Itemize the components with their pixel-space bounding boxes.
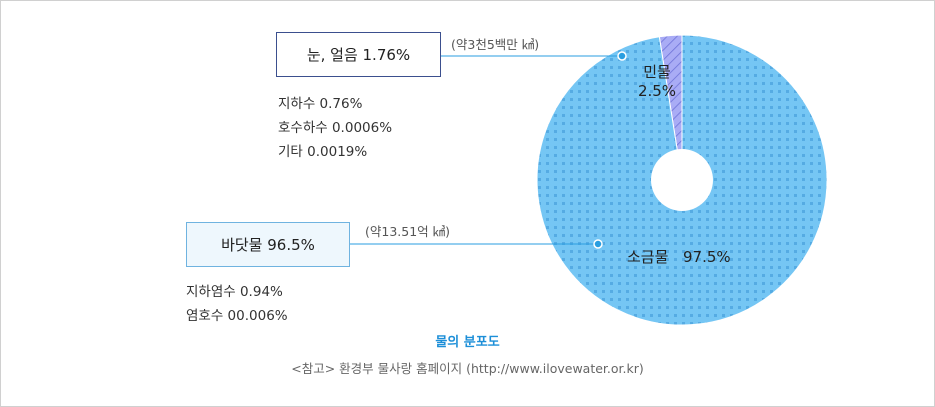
chart-source: <참고> 환경부 물사랑 홈페이지 (http://www.ilovewater… [291,361,644,376]
fresh-slice-value: 2.5% [638,82,676,100]
freshwater-item: 호수하수 0.0006% [278,120,393,136]
freshwater-breakdown-list: 지하수 0.76% 호수하수 0.0006% 기타 0.0019% [278,92,392,164]
salt-slice-label: 소금물 [627,248,668,266]
saltwater-breakdown-list: 지하염수 0.94% 염호수 00.006% [186,280,288,328]
saltwater-headline-box: 바닷물 96.5% [186,222,350,267]
fresh-slice-label: 민물 [643,63,671,81]
saltwater-amount-note: (약13.51억 ㎦) [365,224,451,239]
freshwater-item: 지하수 0.76% [278,96,363,112]
salt-leader [350,239,603,249]
freshwater-item: 기타 0.0019% [278,144,368,160]
donut-hole [651,149,713,211]
saltwater-headline: 바닷물 96.5% [221,236,315,254]
freshwater-headline: 눈, 얼음 1.76% [306,46,411,64]
saltwater-item: 염호수 00.006% [186,308,288,324]
chart-title: 물의 분포도 [435,335,500,350]
freshwater-amount-note: (약3천5백만 ㎦) [451,37,540,52]
saltwater-item: 지하염수 0.94% [186,284,283,300]
freshwater-headline-box: 눈, 얼음 1.76% [276,32,441,77]
salt-slice-value: 97.5% [683,248,731,266]
fresh-leader [441,51,627,61]
